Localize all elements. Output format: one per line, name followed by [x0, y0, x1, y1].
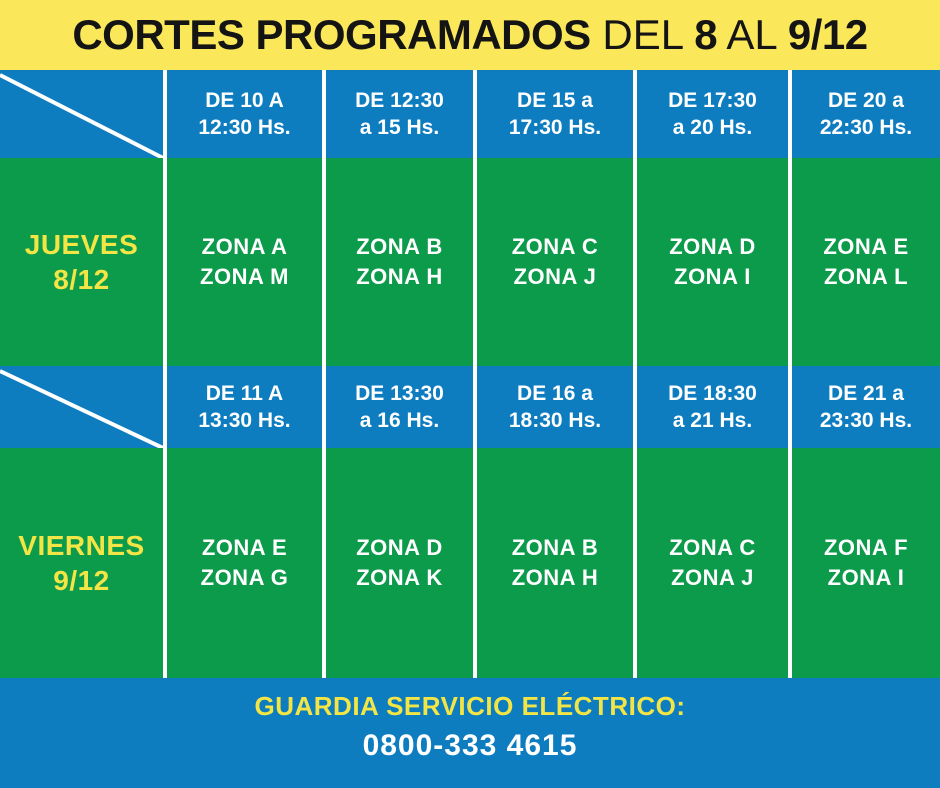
- zone-line: ZONA C: [669, 535, 756, 561]
- day-label-jueves: JUEVES 8/12: [0, 158, 163, 366]
- time-header-viernes-3: DE 16 a 18:30 Hs.: [477, 366, 633, 448]
- time-header-jueves-2: DE 12:30 a 15 Hs.: [326, 70, 473, 158]
- zone-line: ZONA B: [511, 535, 599, 561]
- day-name: VIERNES: [18, 530, 145, 561]
- corner-cell-jueves: [0, 70, 163, 158]
- zone-line: ZONA G: [200, 565, 289, 590]
- zone-line: ZONA L: [823, 264, 909, 289]
- time-header-jueves-3: DE 15 a 17:30 Hs.: [477, 70, 633, 158]
- title-al: AL: [726, 11, 777, 58]
- day-date: 8/12: [53, 264, 110, 295]
- zone-line: ZONA I: [827, 565, 905, 590]
- service-phone: 0800-333 4615: [362, 729, 578, 762]
- time-header-jueves-1: DE 10 A 12:30 Hs.: [167, 70, 322, 158]
- day-label-viernes: VIERNES 9/12: [0, 448, 163, 678]
- time-header-viernes-2: DE 13:30 a 16 Hs.: [326, 366, 473, 448]
- page-title: CORTES PROGRAMADOS DEL 8 AL 9/12: [72, 11, 868, 58]
- zone-line: ZONA F: [823, 535, 909, 561]
- zone-line: ZONA A: [201, 234, 288, 260]
- zone-cell-viernes-5: ZONA F ZONA I: [792, 448, 940, 678]
- time-header-jueves-4: DE 17:30 a 20 Hs.: [637, 70, 788, 158]
- diagonal-divider-icon: [0, 73, 163, 158]
- zone-cell-viernes-2: ZONA D ZONA K: [326, 448, 473, 678]
- zone-line: ZONA H: [356, 264, 443, 289]
- title-banner: CORTES PROGRAMADOS DEL 8 AL 9/12: [0, 0, 940, 70]
- time-header-viernes-5: DE 21 a 23:30 Hs.: [792, 366, 940, 448]
- service-label: GUARDIA SERVICIO ELÉCTRICO:: [254, 691, 686, 721]
- schedule-table: DE 10 A 12:30 Hs. DE 12:30 a 15 Hs. DE 1…: [0, 70, 940, 678]
- zone-cell-viernes-3: ZONA B ZONA H: [477, 448, 633, 678]
- title-del: DEL: [602, 11, 683, 58]
- title-date-start: 8: [694, 11, 718, 58]
- zone-cell-jueves-3: ZONA C ZONA J: [477, 158, 633, 366]
- zone-line: ZONA B: [356, 234, 443, 260]
- zone-line: ZONA H: [511, 565, 599, 590]
- time-header-viernes-4: DE 18:30 a 21 Hs.: [637, 366, 788, 448]
- day-date: 9/12: [53, 565, 110, 596]
- zone-line: ZONA K: [356, 565, 443, 590]
- title-date-end: 9/12: [787, 11, 868, 58]
- zone-cell-viernes-1: ZONA E ZONA G: [167, 448, 322, 678]
- zone-cell-jueves-5: ZONA E ZONA L: [792, 158, 940, 366]
- zone-cell-jueves-1: ZONA A ZONA M: [167, 158, 322, 366]
- zone-line: ZONA D: [356, 535, 443, 561]
- day-name: JUEVES: [24, 229, 139, 260]
- zone-line: ZONA I: [674, 264, 751, 289]
- zone-line: ZONA J: [671, 565, 754, 590]
- zone-line: ZONA D: [669, 234, 756, 260]
- time-header-viernes-1: DE 11 A 13:30 Hs.: [167, 366, 322, 448]
- zone-line: ZONA J: [513, 264, 597, 289]
- zone-line: ZONA C: [511, 234, 599, 260]
- service-footer: GUARDIA SERVICIO ELÉCTRICO: 0800-333 461…: [0, 678, 940, 788]
- zone-line: ZONA E: [823, 234, 909, 260]
- zone-cell-jueves-2: ZONA B ZONA H: [326, 158, 473, 366]
- title-main: CORTES PROGRAMADOS: [72, 11, 591, 58]
- zone-line: ZONA M: [200, 264, 289, 289]
- corner-cell-viernes: [0, 366, 163, 448]
- diagonal-divider-icon: [0, 369, 163, 448]
- zone-line: ZONA E: [201, 535, 288, 561]
- zone-cell-jueves-4: ZONA D ZONA I: [637, 158, 788, 366]
- time-header-jueves-5: DE 20 a 22:30 Hs.: [792, 70, 940, 158]
- zone-cell-viernes-4: ZONA C ZONA J: [637, 448, 788, 678]
